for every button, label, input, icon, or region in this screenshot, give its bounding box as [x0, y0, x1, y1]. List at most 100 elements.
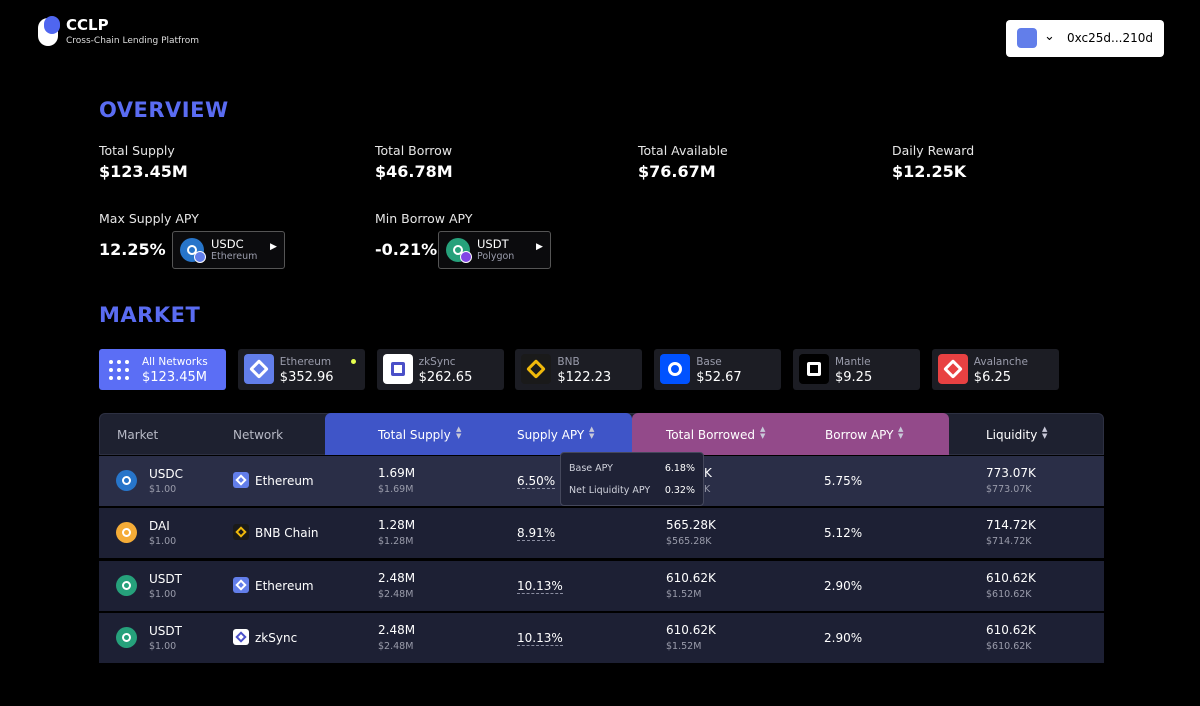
liquidity: 714.72K	[986, 518, 1036, 532]
total-supply: 2.48M	[378, 623, 416, 637]
supply-apy: 8.91%	[517, 526, 556, 541]
network-chip[interactable]: Base $52.67	[654, 349, 782, 390]
grid-dot	[125, 368, 129, 372]
network-name: Avalanche	[973, 356, 1028, 368]
token-glyph	[186, 244, 198, 256]
asset-price: $1.00	[149, 641, 177, 652]
tooltip-label: Base APY	[569, 463, 613, 474]
total-borrowed: K	[704, 466, 712, 480]
total-supply: 2.48M	[378, 571, 416, 585]
total-borrowed-usd: $565.28K	[666, 536, 712, 547]
sort-arrows: ▲ ▼	[898, 425, 904, 440]
total-supply-usd: $2.48M	[378, 641, 414, 652]
network-icon	[660, 354, 691, 384]
borrow-apy: 5.75%	[824, 474, 863, 488]
table-row[interactable]	[99, 561, 1104, 611]
wallet-button[interactable]: ⌄ 0xc25d...210d	[1006, 20, 1164, 57]
table-row[interactable]	[99, 613, 1104, 663]
chip-token: USDT	[477, 237, 509, 251]
table-row[interactable]	[99, 508, 1104, 558]
token-chip[interactable]: USDC Ethereum ▶	[172, 231, 285, 269]
total-supply-usd: $2.48M	[378, 589, 414, 600]
network-name: Ethereum	[255, 474, 314, 488]
stat-label: Daily Reward	[892, 143, 975, 158]
network-badge	[194, 251, 206, 263]
network-value: $352.96	[279, 370, 334, 385]
column-header[interactable]: Total Borrowed	[666, 428, 755, 442]
token-glyph	[121, 475, 132, 486]
network-name: zkSync	[255, 631, 298, 645]
stat-label: Total Supply	[99, 143, 175, 158]
total-supply: 1.69M	[378, 466, 416, 480]
asset-price: $1.00	[149, 484, 177, 495]
network-glyph	[942, 359, 963, 379]
token-icon	[116, 627, 137, 648]
total-borrowed-usd: $1.52M	[666, 589, 702, 600]
network-name: zkSync	[418, 356, 456, 368]
token-glyph	[121, 632, 132, 643]
token-icon	[116, 575, 137, 596]
network-chip[interactable]: Avalanche $6.25	[931, 349, 1059, 390]
apy-tooltip: Base APY 6.18% Net Liquidity APY 0.32%	[560, 452, 704, 506]
column-header[interactable]: Total Supply	[378, 428, 451, 442]
asset-name: USDC	[149, 467, 184, 481]
network-icon	[233, 629, 249, 645]
network-icon	[799, 354, 829, 384]
column-header[interactable]: Market	[117, 428, 159, 442]
network-value: $122.23	[557, 370, 612, 385]
total-supply-usd: $1.69M	[378, 484, 414, 495]
network-glyph	[235, 474, 247, 486]
column-header[interactable]: Network	[233, 428, 284, 442]
borrow-apy: 2.90%	[824, 579, 863, 593]
tooltip-value: 6.18%	[664, 463, 695, 474]
liquidity: 773.07K	[986, 466, 1036, 480]
borrow-apy: 2.90%	[824, 631, 863, 645]
chip-network: Ethereum	[211, 251, 258, 262]
market-title: MARKET	[99, 303, 201, 327]
eth-icon	[1017, 28, 1037, 48]
grid-dot	[109, 376, 113, 380]
stat-value: $76.67M	[638, 162, 716, 181]
token-glyph	[121, 580, 132, 591]
logo-accent	[44, 16, 60, 34]
network-chip[interactable]: zkSync $262.65	[376, 349, 504, 390]
network-name: Mantle	[835, 356, 871, 368]
network-name: Ethereum	[279, 356, 332, 368]
tooltip-value: 0.32%	[664, 485, 695, 496]
grid-dot	[117, 376, 121, 380]
borrow-header-band	[632, 413, 949, 455]
network-value: $52.67	[696, 370, 742, 385]
network-chip[interactable]: BNB $122.23	[515, 349, 643, 390]
liquidity: 610.62K	[986, 571, 1036, 585]
supply-apy: 10.13%	[517, 631, 563, 646]
liquidity-usd: $610.62K	[986, 589, 1032, 600]
network-icon	[243, 354, 274, 384]
network-glyph	[235, 579, 247, 591]
stat-label: Total Borrow	[375, 143, 453, 158]
network-value: $6.25	[973, 370, 1012, 385]
network-chip[interactable]: All Networks $123.45M	[99, 349, 226, 390]
liquidity-usd: $773.07K	[986, 484, 1032, 495]
network-name: Base	[696, 356, 722, 368]
network-value: $9.25	[835, 370, 873, 385]
grid-dot	[117, 368, 121, 372]
liquidity: 610.62K	[986, 623, 1036, 637]
column-header[interactable]: Borrow APY	[825, 428, 894, 442]
token-chip[interactable]: USDT Polygon ▶	[438, 231, 551, 269]
network-badge	[460, 251, 472, 263]
asset-price: $1.00	[149, 589, 177, 600]
apy-value: -0.21%	[375, 240, 438, 259]
chip-token: USDC	[211, 237, 244, 251]
supply-apy: 10.13%	[517, 579, 563, 594]
borrow-apy: 5.12%	[824, 526, 863, 540]
asset-name: USDT	[149, 624, 182, 638]
grid-dot	[125, 376, 129, 380]
network-name: BNB Chain	[255, 526, 319, 540]
network-chip[interactable]: Mantle $9.25	[793, 349, 920, 390]
column-header[interactable]: Supply APY	[517, 428, 585, 442]
network-icon	[937, 354, 968, 384]
network-chip[interactable]: Ethereum $352.96	[237, 349, 365, 390]
token-glyph	[121, 527, 132, 538]
column-header[interactable]: Liquidity	[986, 428, 1038, 442]
total-borrowed-usd: K	[704, 484, 711, 495]
